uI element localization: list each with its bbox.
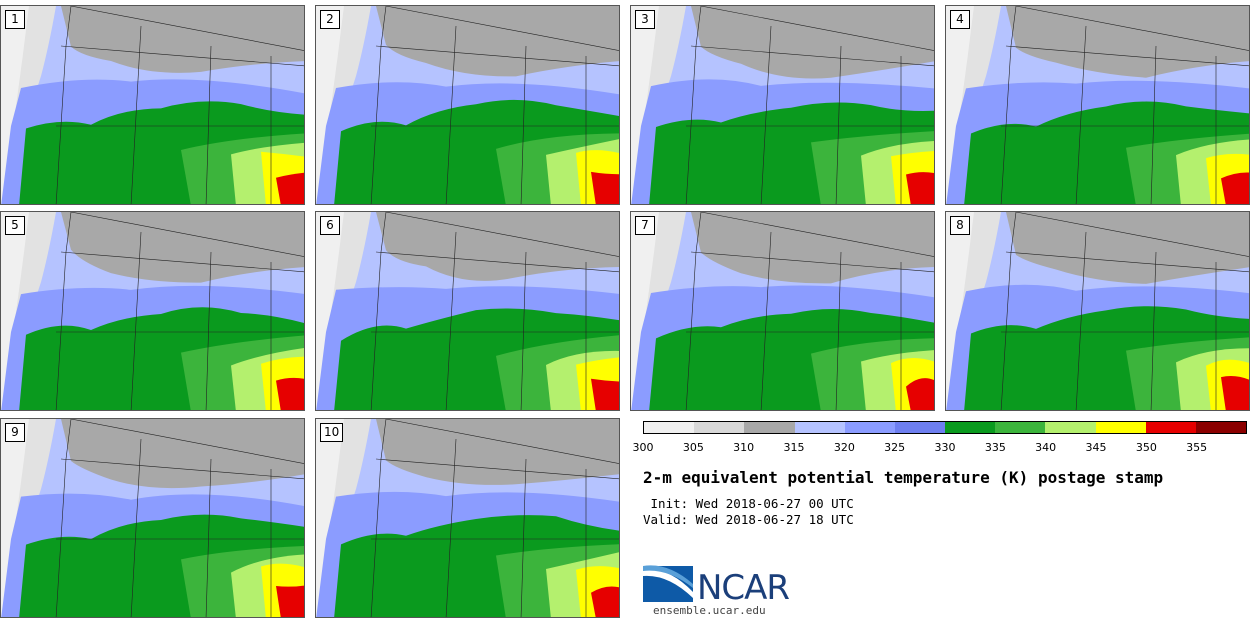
- map-image: [1, 212, 304, 410]
- colorbar-segment: [744, 422, 795, 433]
- colorbar-segment: [945, 422, 996, 433]
- colorbar-segment: [1045, 422, 1096, 433]
- figure-title: 2-m equivalent potential temperature (K)…: [643, 468, 1164, 487]
- colorbar-tick-label: 335: [984, 441, 1006, 454]
- postage-stamp-panel: 3: [630, 5, 935, 205]
- postage-stamp-panel: 6: [315, 211, 620, 411]
- postage-stamp-panel: 1: [0, 5, 305, 205]
- colorbar-tick-label: 310: [733, 441, 755, 454]
- postage-stamp-panel: 2: [315, 5, 620, 205]
- colorbar-tick-label: 340: [1035, 441, 1057, 454]
- colorbar-tick-label: 330: [934, 441, 956, 454]
- stamp-number-label: 9: [5, 423, 25, 442]
- postage-stamp-panel: 10: [315, 418, 620, 618]
- map-image: [316, 419, 619, 617]
- colorbar-segment: [794, 422, 845, 433]
- stamp-number-label: 7: [635, 216, 655, 235]
- colorbar-tick-label: 345: [1085, 441, 1107, 454]
- postage-stamp-panel: 7: [630, 211, 935, 411]
- colorbar-segment: [1095, 422, 1146, 433]
- stamp-number-label: 2: [320, 10, 340, 29]
- colorbar-segment: [894, 422, 946, 433]
- stamp-number-label: 4: [950, 10, 970, 29]
- stamp-number-label: 10: [320, 423, 344, 442]
- colorbar: [643, 421, 1247, 434]
- stamp-number-label: 5: [5, 216, 25, 235]
- colorbar-tick-label: 320: [833, 441, 855, 454]
- map-image: [631, 6, 934, 204]
- postage-stamp-panel: 5: [0, 211, 305, 411]
- map-image: [946, 6, 1249, 204]
- postage-stamp-panel: 4: [945, 5, 1250, 205]
- ncar-logo-icon: [643, 565, 693, 602]
- postage-stamp-panel: 9: [0, 418, 305, 618]
- colorbar-segment: [995, 422, 1046, 433]
- logo-url: ensemble.ucar.edu: [653, 604, 766, 617]
- stamp-number-label: 6: [320, 216, 340, 235]
- stamp-number-label: 8: [950, 216, 970, 235]
- colorbar-tick-label: 305: [682, 441, 704, 454]
- colorbar-segment: [844, 422, 895, 433]
- map-image: [316, 6, 619, 204]
- colorbar-tick-label: 350: [1135, 441, 1157, 454]
- stamp-number-label: 1: [5, 10, 25, 29]
- colorbar-segment: [644, 422, 695, 433]
- logo-wordmark: NCAR: [697, 568, 790, 608]
- colorbar-tick-label: 315: [783, 441, 805, 454]
- colorbar-tick-label: 325: [884, 441, 906, 454]
- stamp-number-label: 3: [635, 10, 655, 29]
- map-image: [946, 212, 1249, 410]
- colorbar-tick-label: 300: [632, 441, 654, 454]
- colorbar-tick-labels: 300 305 310 315 320 325 330 335 340 345 350 355: [633, 441, 1247, 455]
- colorbar-segment: [1195, 422, 1247, 433]
- map-image: [631, 212, 934, 410]
- map-image: [316, 212, 619, 410]
- init-time: Init: Wed 2018-06-27 00 UTC: [643, 496, 854, 511]
- map-image: [1, 419, 304, 617]
- colorbar-segment: [1145, 422, 1196, 433]
- colorbar-tick-label: 355: [1186, 441, 1208, 454]
- valid-time: Valid: Wed 2018-06-27 18 UTC: [643, 512, 854, 527]
- postage-stamp-panel: 8: [945, 211, 1250, 411]
- map-image: [1, 6, 304, 204]
- colorbar-segment: [694, 422, 745, 433]
